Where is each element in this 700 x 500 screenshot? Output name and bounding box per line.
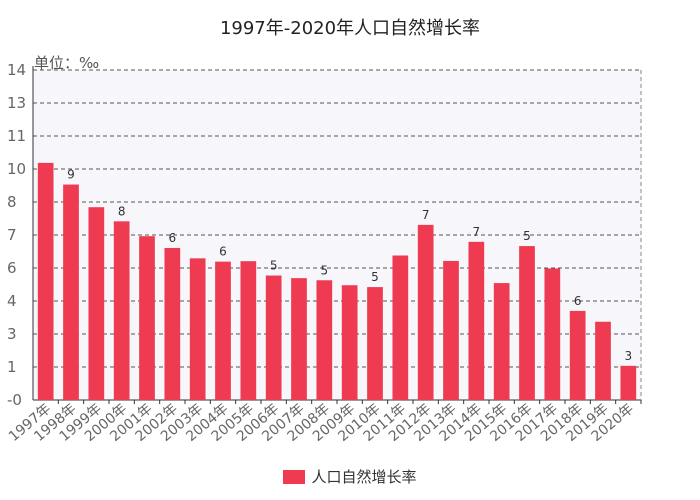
y-tick-label: 11 (7, 127, 26, 145)
data-label: 3 (625, 349, 633, 363)
bar (215, 261, 231, 400)
bar (316, 280, 333, 400)
bar (240, 261, 257, 400)
data-label: 7 (422, 208, 430, 222)
bar (341, 285, 358, 400)
data-label: 5 (371, 270, 379, 284)
y-tick-label: 6 (7, 259, 17, 277)
bar (291, 278, 307, 400)
y-tick-label: 8 (7, 193, 17, 211)
bar (417, 224, 434, 400)
bar (595, 321, 611, 400)
bar (544, 268, 561, 400)
legend: 人口自然增长率 (0, 466, 700, 487)
bar (468, 241, 485, 400)
bar (88, 207, 105, 400)
data-label: 6 (219, 245, 227, 259)
bar (392, 255, 409, 400)
bar (443, 260, 459, 400)
bar (164, 247, 181, 400)
y-tick-label: 10 (7, 160, 26, 178)
data-label: 6 (169, 231, 177, 245)
unit-label: 单位：‰ (34, 54, 100, 72)
bar (519, 246, 535, 400)
bar (189, 258, 206, 400)
legend-swatch (283, 469, 306, 484)
legend-label: 人口自然增长率 (311, 468, 417, 486)
data-label: 5 (270, 259, 278, 273)
bar (63, 184, 79, 400)
y-tick-label: 1 (7, 358, 17, 376)
y-tick-label: 7 (7, 226, 17, 244)
chart-title: 1997年-2020年人口自然增长率 (219, 18, 481, 39)
bar (265, 275, 282, 400)
bar (139, 236, 155, 400)
bar (569, 310, 586, 400)
data-label: 6 (574, 294, 582, 308)
bar (493, 283, 510, 400)
data-label: 9 (67, 168, 75, 182)
data-label: 5 (321, 263, 329, 277)
bar (367, 287, 383, 400)
y-tick-label: 4 (7, 292, 17, 310)
bar (620, 365, 637, 400)
bar (37, 162, 54, 400)
y-tick-label: 13 (7, 94, 26, 112)
y-tick-label: -0 (7, 391, 22, 409)
data-label: 7 (473, 225, 481, 239)
y-tick-label: 3 (7, 325, 17, 343)
y-tick-label: 14 (7, 61, 26, 79)
data-label: 8 (118, 204, 126, 218)
bar (113, 221, 130, 400)
data-label: 5 (523, 229, 531, 243)
